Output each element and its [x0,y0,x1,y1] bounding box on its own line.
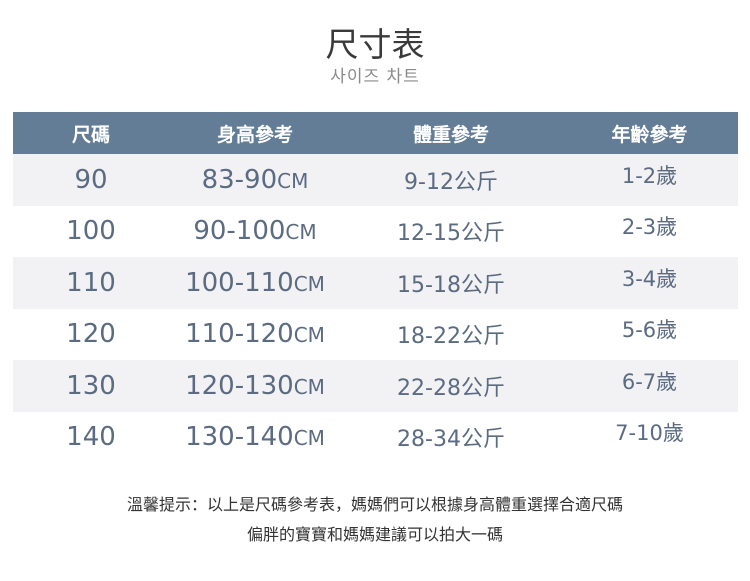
cell-age: 3-4歲 [621,266,678,291]
cell-height: 100-110CM [169,268,341,298]
header-height: 身高參考 [216,123,293,146]
cell-height: 110-120CM [169,319,341,349]
height-range: 83-90 [201,164,278,195]
cell-height: 90-100CM [169,216,341,246]
height-unit: CM [285,220,317,245]
cell-weight: 28-34公斤 [397,427,505,453]
cell-size: 100 [66,216,116,247]
cell-size: 140 [66,422,116,453]
height-unit: CM [293,271,325,296]
note-line-2: 偏胖的寶寶和媽媽建議可以拍大一碼 [246,525,503,544]
height-range: 130-140 [185,422,294,453]
cell-size: 130 [66,370,116,401]
cell-weight: 18-22公斤 [397,324,505,350]
cell-height: 83-90CM [169,165,341,195]
height-unit: CM [293,426,325,451]
note-line-1: 溫馨提示：以上是尺碼參考表，媽媽們可以根據身高體重選擇合適尺碼 [126,495,623,514]
cell-weight: 12-15公斤 [397,221,505,247]
cell-age: 1-2歲 [621,163,678,188]
size-table: 尺碼 身高參考 體重參考 年齡參考 90 83-90CM 9-12公斤 1-2歲 100… [13,112,738,463]
table-row: 140 130-140CM 28-34公斤 7-10歲 [13,411,738,463]
table-header: 尺碼 身高參考 體重參考 年齡參考 [13,112,738,154]
cell-size: 110 [66,267,116,298]
cell-weight: 15-18公斤 [397,272,505,298]
cell-height: 120-130CM [169,371,341,401]
height-unit: CM [293,374,325,399]
table-row: 90 83-90CM 9-12公斤 1-2歲 [13,154,738,206]
table-row: 130 120-130CM 22-28公斤 6-7歲 [13,360,738,412]
height-unit: CM [277,168,309,193]
header-age: 年齡參考 [611,123,688,146]
height-range: 100-110 [185,267,294,298]
cell-weight: 9-12公斤 [404,169,498,195]
height-range: 90-100 [193,216,286,247]
header-weight: 體重參考 [412,123,489,146]
table-row: 110 100-110CM 15-18公斤 3-4歲 [13,257,738,309]
table-body: 90 83-90CM 9-12公斤 1-2歲 100 90-100CM 12-15公斤 2-3… [13,154,738,463]
table-row: 100 90-100CM 12-15公斤 2-3歲 [13,205,738,257]
page-title: 尺寸表 [325,25,425,64]
cell-age: 5-6歲 [621,318,678,343]
cell-age: 7-10歲 [615,421,684,446]
table-row: 120 110-120CM 18-22公斤 5-6歲 [13,308,738,360]
cell-size: 120 [66,319,116,350]
header-size: 尺碼 [71,123,110,146]
cell-age: 6-7歲 [621,369,678,394]
cell-size: 90 [74,164,108,195]
cell-weight: 22-28公斤 [397,375,505,401]
cell-height: 130-140CM [169,422,341,452]
height-unit: CM [293,323,325,348]
cell-age: 2-3歲 [621,215,678,240]
height-range: 110-120 [185,319,294,350]
page-subtitle: 사이즈 차트 [330,67,420,87]
height-range: 120-130 [185,370,294,401]
